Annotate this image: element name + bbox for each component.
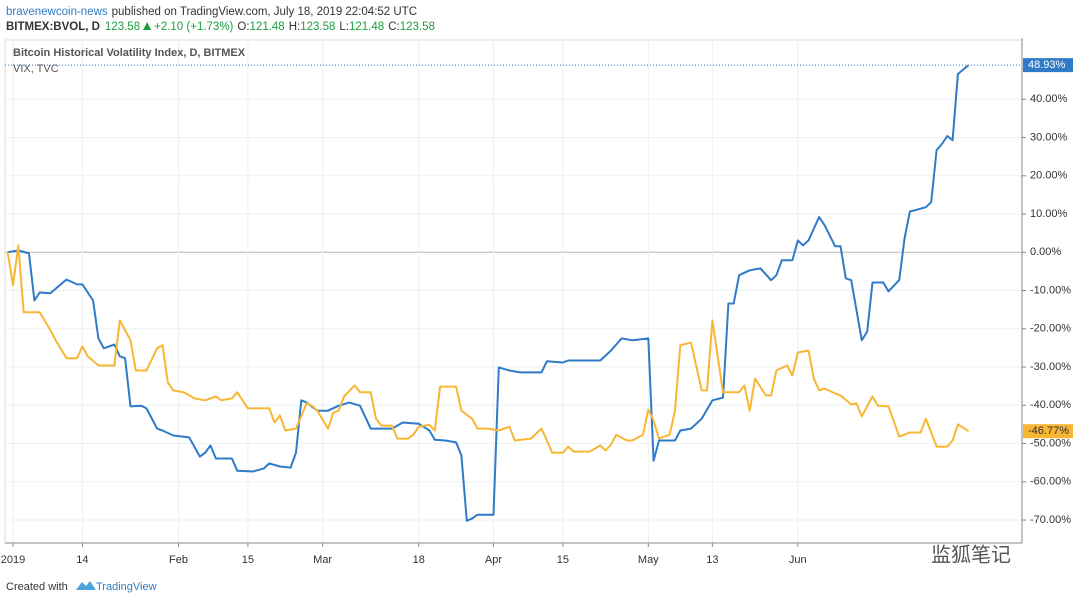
y-tick-label: 20.00% (1030, 170, 1068, 182)
x-tick-label: 15 (242, 554, 254, 566)
last-value-box (1023, 424, 1073, 439)
logo (76, 581, 96, 590)
ohlc-value: 121.48 (250, 21, 285, 33)
x-tick-label: 15 (557, 554, 569, 566)
footer-prefix: Created with (6, 581, 68, 593)
series-line (7, 64, 970, 522)
x-tick-label: Apr (485, 554, 502, 566)
ohlc: O:121.48 H:123.58 L:121.48 C:123.58 (237, 21, 434, 33)
legend-entry: Bitcoin Historical Volatility Index, D, … (13, 47, 246, 59)
footer-brand: TradingView (96, 581, 157, 593)
last-value-label: -46.77% (1028, 425, 1069, 437)
last-price: 123.58 (105, 21, 140, 33)
ohlc-value: 121.48 (349, 21, 384, 33)
quote-line: BITMEX:BVOL, D 123.58 +2.10 (+1.73%) O:121.… (6, 21, 435, 33)
plot-frame (4, 39, 1023, 544)
y-tick-label: -70.00% (1030, 514, 1071, 526)
x-tick-label: Mar (313, 554, 332, 566)
y-tick-label: 10.00% (1030, 208, 1068, 220)
x-tick-label: 2019 (1, 554, 25, 566)
x-tick-label: 14 (76, 554, 88, 566)
y-tick-label: -30.00% (1030, 361, 1071, 373)
watermark: 监狐笔记 (931, 543, 1011, 566)
ohlc-label: H: (289, 21, 301, 33)
y-tick-label: 40.00% (1030, 93, 1068, 105)
x-tick-label: Jun (789, 554, 807, 566)
plot (4, 39, 1023, 544)
change: +2.10 (+1.73%) (154, 21, 233, 33)
x-tick-label: 13 (706, 554, 718, 566)
ohlc-label: L: (339, 21, 349, 33)
y-tick-label: 0.00% (1030, 246, 1061, 258)
x-tick-label: Feb (169, 554, 188, 566)
ohlc-label: O: (237, 21, 249, 33)
legend-entry: VIX, TVC (13, 63, 59, 75)
y-tick-label: -20.00% (1030, 323, 1071, 335)
series-line (6, 244, 970, 454)
y-tick-label: -60.00% (1030, 476, 1071, 488)
last-value-label: 48.93% (1028, 59, 1066, 71)
y-tick-label: 30.00% (1030, 131, 1068, 143)
x-tick-label: 18 (413, 554, 425, 566)
x-tick-label: May (638, 554, 659, 566)
ohlc-label: C: (388, 21, 400, 33)
y-tick-label: -50.00% (1030, 437, 1071, 449)
ohlc-value: 123.58 (400, 21, 435, 33)
published: published on TradingView.com, July 18, 2… (112, 6, 417, 18)
ohlc-value: 123.58 (300, 21, 335, 33)
y-tick-label: -10.00% (1030, 284, 1071, 296)
y-tick-label: -40.00% (1030, 399, 1071, 411)
author: bravenewcoin-news (6, 6, 108, 18)
last-value-box (1023, 58, 1073, 73)
up-arrow (143, 22, 152, 31)
header-line: bravenewcoin-news published on TradingVie… (6, 6, 417, 18)
symbol: BITMEX:BVOL, D (6, 21, 100, 33)
